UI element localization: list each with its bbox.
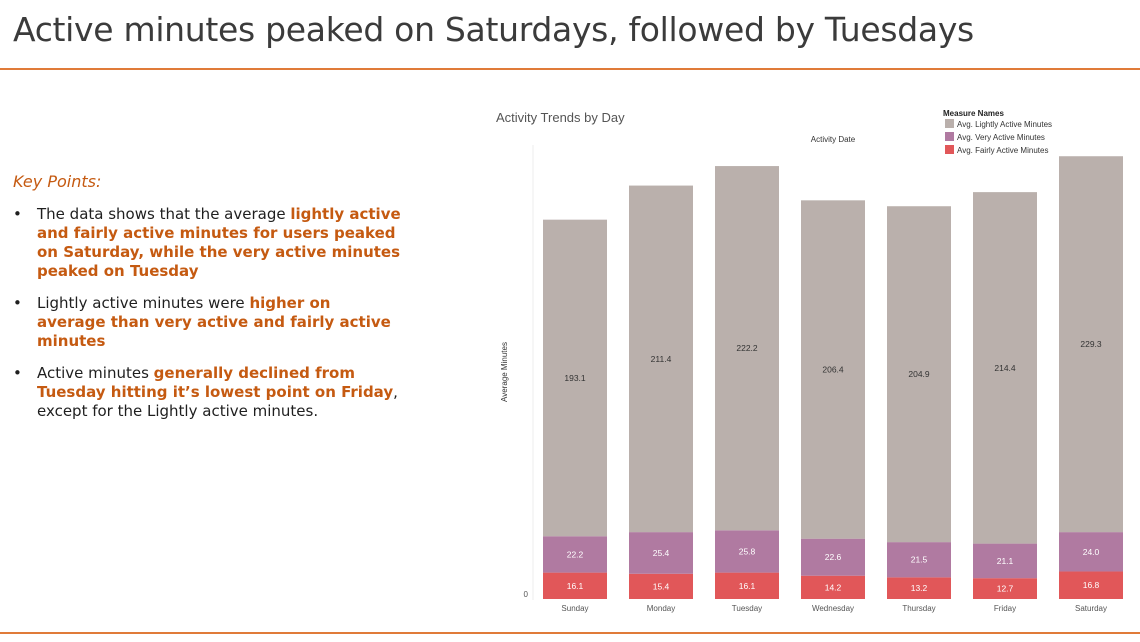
chart-subtitle: Activity Date <box>811 135 856 144</box>
legend-swatch <box>945 145 954 154</box>
bar-segment <box>715 572 779 599</box>
x-tick-label: Sunday <box>561 604 588 613</box>
bar-segment <box>629 573 693 599</box>
data-label: 21.5 <box>911 555 928 565</box>
bullet-icon: • <box>13 294 22 312</box>
key-point-text: The data shows that the average <box>37 205 291 223</box>
data-label: 21.1 <box>997 556 1014 566</box>
key-point-highlight: generally declined from Tuesday hitting … <box>37 364 394 401</box>
data-label: 211.4 <box>651 354 672 364</box>
legend-title: Measure Names <box>943 109 1004 118</box>
data-label: 24.0 <box>1083 547 1100 557</box>
bar-segment <box>629 532 693 574</box>
x-tick-label: Wednesday <box>812 604 854 613</box>
x-tick-label: Thursday <box>902 604 935 613</box>
data-label: 16.1 <box>567 581 584 591</box>
legend-swatch <box>945 132 954 141</box>
key-point-highlight: higher on average than very active and f… <box>37 294 391 350</box>
x-tick-label: Monday <box>647 604 675 613</box>
bar-segment <box>801 200 865 539</box>
bar-segment <box>715 530 779 573</box>
bar-segment <box>543 536 607 573</box>
data-label: 12.7 <box>997 584 1014 594</box>
key-point-text: Lightly active minutes were <box>37 294 250 312</box>
data-label: 206.4 <box>822 365 844 375</box>
key-point-item: • The data shows that the average lightly… <box>13 205 403 281</box>
data-label: 13.2 <box>911 583 928 593</box>
chart-title: Activity Trends by Day <box>496 110 625 125</box>
activity-trends-chart: Activity Trends by Day Activity Date Ave… <box>496 109 1123 613</box>
bar-segment <box>887 577 951 599</box>
key-points-list: • The data shows that the average lightly… <box>13 205 403 421</box>
bar-segment <box>801 575 865 599</box>
x-tick-label: Saturday <box>1075 604 1107 613</box>
data-label: 14.2 <box>825 582 842 592</box>
data-label: 204.9 <box>908 369 930 379</box>
legend-item-label: Avg. Lightly Active Minutes <box>957 120 1052 129</box>
slide-title: Active minutes peaked on Saturdays, foll… <box>13 10 974 49</box>
bullet-icon: • <box>13 205 22 223</box>
x-tick-label: Tuesday <box>732 604 762 613</box>
data-label: 222.2 <box>736 343 758 353</box>
bar-segment <box>1059 532 1123 572</box>
x-tick-label: Friday <box>994 604 1016 613</box>
y-tick-label-zero: 0 <box>524 590 529 599</box>
bar-segment <box>887 542 951 578</box>
key-point-item: • Lightly active minutes were higher on a… <box>13 294 403 351</box>
data-label: 214.4 <box>994 363 1016 373</box>
data-label: 15.4 <box>653 581 670 591</box>
data-label: 229.3 <box>1080 339 1102 349</box>
bar-segment <box>973 578 1037 599</box>
bar-segment <box>629 185 693 533</box>
plot-area: 16.1 22.2 193.1 Sunday 15.4 25.4 211.4 Monday 16… <box>543 156 1123 613</box>
bar-segment <box>1059 156 1123 533</box>
key-point-highlight: lightly active and fairly active minutes… <box>37 205 401 280</box>
data-label: 16.8 <box>1083 580 1100 590</box>
data-label: 193.1 <box>564 373 586 383</box>
bar-segment <box>801 538 865 576</box>
bar-segment <box>715 166 779 531</box>
data-label: 22.2 <box>567 549 584 559</box>
data-label: 25.8 <box>739 546 756 556</box>
key-point-text: Active minutes <box>37 364 154 382</box>
legend-swatch <box>945 119 954 128</box>
title-divider <box>0 68 1140 70</box>
bar-segment <box>887 206 951 543</box>
bar-segment <box>973 192 1037 544</box>
bar-segment <box>543 572 607 599</box>
bar-segment <box>1059 571 1123 599</box>
legend-item-label: Avg. Fairly Active Minutes <box>957 146 1048 155</box>
key-point-text-end: , except for the Lightly active minutes. <box>37 383 398 420</box>
legend-item-label: Avg. Very Active Minutes <box>957 133 1045 142</box>
data-label: 22.6 <box>825 552 842 562</box>
key-point-item: • Active minutes generally declined from … <box>13 364 403 421</box>
bar-segment <box>973 543 1037 579</box>
key-points-panel: Key Points: • The data shows that the ave… <box>13 172 403 434</box>
bullet-icon: • <box>13 364 22 382</box>
data-label: 25.4 <box>653 548 670 558</box>
y-axis-label: Average Minutes <box>500 342 509 402</box>
chart-legend: Measure Names Avg. Lightly Active Minute… <box>943 109 1052 155</box>
data-label: 16.1 <box>739 581 756 591</box>
key-points-heading: Key Points: <box>13 172 102 191</box>
footer-divider <box>0 632 1140 634</box>
bar-segment <box>543 219 607 537</box>
